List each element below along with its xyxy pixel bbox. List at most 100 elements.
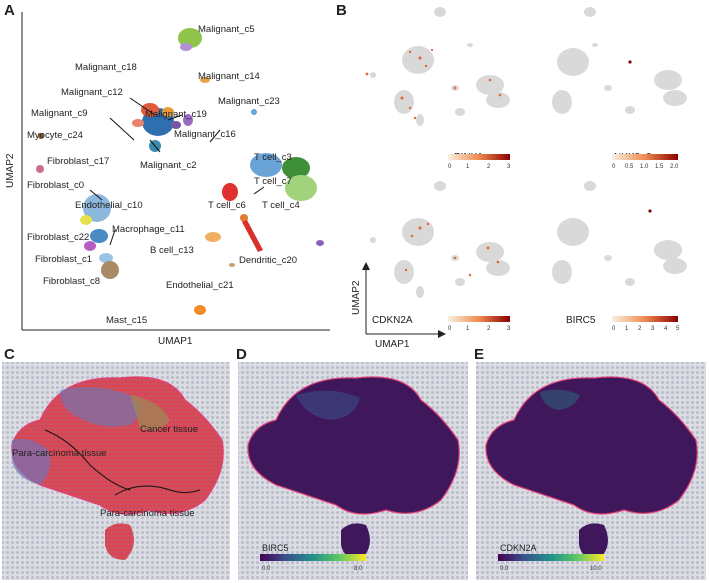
- spatial-region-blue-c: [60, 386, 140, 427]
- cluster-blob-c23: [251, 109, 257, 115]
- spatial-panel-e: CDKN2A 0.0 10.0: [476, 362, 706, 580]
- cluster-blob-c12: [162, 107, 174, 117]
- cluster-blob-c25: [316, 240, 324, 246]
- cluster-blob-c6: [222, 183, 238, 201]
- spatial-hotspot-d: [296, 390, 360, 420]
- cluster-label: Fibroblast_c22: [27, 232, 89, 243]
- cluster-blob-c13: [205, 232, 221, 242]
- cluster-label: Myocyte_c24: [27, 130, 83, 141]
- cluster-label: Fibroblast_c1: [35, 254, 92, 265]
- tick: 0.5: [625, 164, 634, 170]
- spatial-tissue-d: [247, 376, 460, 515]
- cluster-label: Endothelial_c10: [75, 200, 143, 211]
- cluster-blob-c20: [242, 220, 263, 252]
- cluster-label: Malignant_c14: [198, 71, 260, 82]
- tick: 1: [625, 326, 629, 332]
- tick: 1.0: [640, 164, 649, 170]
- tick: 2.0: [670, 164, 679, 170]
- legend-min-d: 0.0: [262, 566, 271, 572]
- cluster-blob-c7: [282, 157, 310, 179]
- tick: 1.5: [655, 164, 664, 170]
- feature-ylabel: UMAP2: [351, 280, 362, 315]
- tick: 0: [612, 164, 616, 170]
- tick: 4: [664, 326, 668, 332]
- panel-letter-a: A: [4, 2, 15, 19]
- para-carcinoma-label-1: Para-carcinoma tissue: [12, 448, 107, 459]
- spatial-tissue-small-d: [341, 523, 370, 560]
- panel-letter-d: D: [236, 346, 247, 363]
- leader-line-c12: [129, 97, 156, 116]
- legend-min-e: 0.0: [500, 566, 509, 572]
- spatial-tissue-small-e: [579, 523, 608, 560]
- umap-panel-a: UMAP1 UMAP2: [5, 12, 330, 347]
- feature-xlabel: UMAP1: [375, 339, 410, 350]
- cluster-blob-c22: [84, 241, 96, 251]
- cancer-tissue-label: Cancer tissue: [140, 424, 198, 435]
- leader-line-c0: [89, 189, 103, 201]
- umap-ylabel: UMAP2: [5, 153, 16, 188]
- feature-plot-pink1: PINK1 0 1 2 3: [365, 7, 511, 170]
- cluster-label: Fibroblast_c0: [27, 180, 84, 191]
- cluster-label: Macrophage_c11: [112, 224, 185, 235]
- tick: 5: [676, 326, 680, 332]
- spatial-region-purple-c: [12, 438, 51, 485]
- panel-letter-e: E: [474, 346, 485, 363]
- feature-plot-cdkn2a: CDKN2A 0 1 2 3: [370, 181, 511, 332]
- feature-plot-birc5: BIRC5 0 1 2 3 4 5: [552, 181, 687, 332]
- cluster-label: T cell_c7: [254, 176, 292, 187]
- cluster-blob-c6b: [240, 214, 248, 222]
- feature-plot-nkx2-3: NKX2−3 0 0.5 1.0 1.5 2.0: [552, 7, 687, 170]
- cluster-label: Malignant_c5: [198, 24, 255, 35]
- tick: 0: [448, 164, 452, 170]
- cluster-blob-c10: [80, 215, 92, 225]
- cluster-blob-c21: [229, 263, 235, 267]
- cluster-label: Fibroblast_c8: [43, 276, 100, 287]
- cluster-blob-c3: [250, 153, 282, 177]
- leader-line-c19: [167, 114, 183, 121]
- colorbar-d: [260, 554, 366, 561]
- cluster-label: Malignant_c19: [145, 109, 207, 120]
- leader-line-c11: [109, 229, 116, 246]
- cluster-label: B cell_c13: [150, 245, 194, 256]
- gene-label-cdkn2a: CDKN2A: [372, 315, 413, 326]
- tick: 3: [507, 326, 511, 332]
- tick: 1: [466, 326, 470, 332]
- tick: 3: [651, 326, 655, 332]
- cluster-label: Mast_c15: [106, 315, 147, 326]
- cluster-blob-c17: [36, 165, 44, 173]
- cluster-label: T cell_c6: [208, 200, 246, 211]
- tick: 0: [612, 326, 616, 332]
- cluster-blob-c19: [171, 121, 181, 129]
- colorbar-e: [498, 554, 604, 561]
- spatial-panel-c: Cancer tissue Para-carcinoma tissue Para…: [2, 362, 230, 580]
- cluster-label: Malignant_c16: [174, 129, 236, 140]
- cluster-blob-c8: [101, 261, 119, 279]
- cluster-label: Fibroblast_c17: [47, 156, 109, 167]
- cluster-label: Malignant_c9: [31, 108, 88, 119]
- gene-label-birc5: BIRC5: [566, 315, 596, 326]
- cluster-blob-c15: [194, 305, 206, 315]
- leader-line-c7: [253, 186, 265, 195]
- legend-gene-e: CDKN2A: [500, 543, 537, 553]
- cluster-blob-c9: [141, 103, 159, 117]
- cluster-blob-c5: [178, 28, 202, 48]
- cluster-label: T cell_c3: [254, 152, 292, 163]
- cluster-label: Malignant_c23: [218, 96, 280, 107]
- feature-y-arrowhead: [362, 262, 370, 270]
- colorbar-cdkn2a: [448, 316, 510, 322]
- para-carcinoma-label-2: Para-carcinoma tissue: [100, 508, 195, 519]
- spatial-panel-d: BIRC5 0.0 8.0: [238, 362, 468, 580]
- cluster-blob-c1: [99, 253, 113, 263]
- panel-letter-b: B: [336, 2, 347, 19]
- spatial-tissue-e: [485, 376, 698, 515]
- cluster-label: Malignant_c12: [61, 87, 123, 98]
- spatial-hotspot-e: [540, 389, 580, 410]
- spatial-region-olive-c: [130, 395, 170, 431]
- colorbar-nkx2-3: [612, 154, 678, 160]
- tick: 3: [507, 164, 511, 170]
- cluster-blob-c0: [83, 194, 111, 222]
- cluster-label: Dendritic_c20: [239, 255, 297, 266]
- tick: 2: [487, 164, 491, 170]
- leader-line-c16: [209, 129, 221, 143]
